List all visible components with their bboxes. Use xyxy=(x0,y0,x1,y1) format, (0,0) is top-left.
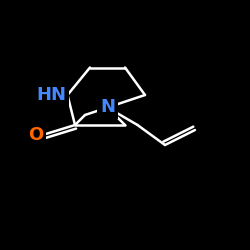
Text: HN: HN xyxy=(36,86,66,104)
Text: N: N xyxy=(100,98,115,116)
Text: HN: HN xyxy=(36,86,66,104)
Text: N: N xyxy=(100,98,115,116)
Text: O: O xyxy=(28,126,44,144)
Text: O: O xyxy=(28,126,44,144)
